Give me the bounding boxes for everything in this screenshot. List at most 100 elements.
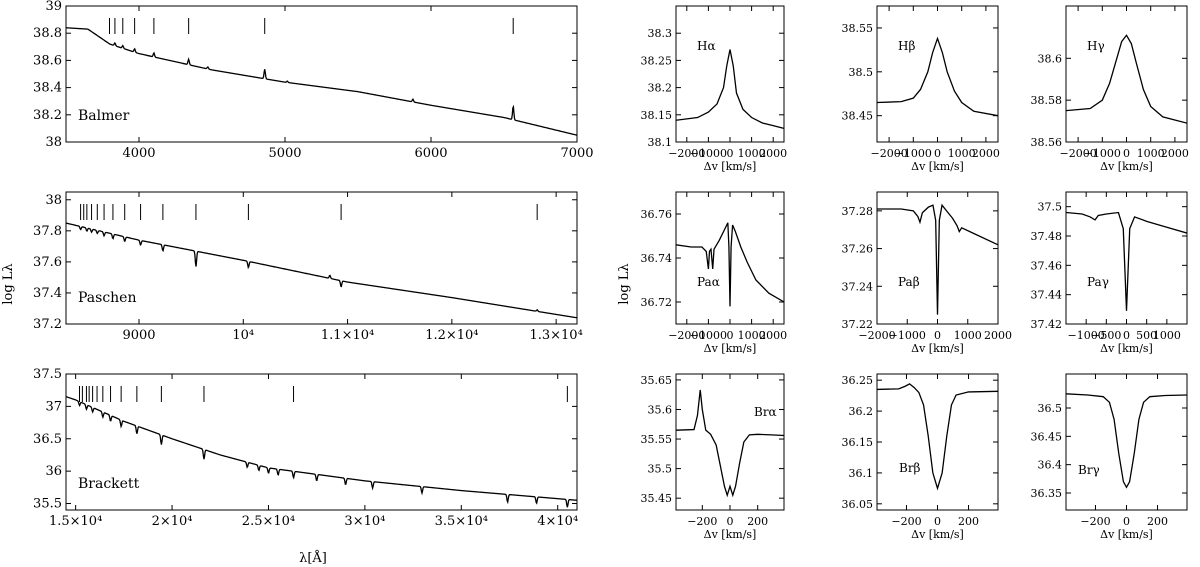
pbeta-x-axis-label: Δv [km/s] [911,342,964,355]
paschen-xtick-label: 10⁴ [232,328,254,343]
pgamma-ytick-label: 37.5 [1038,201,1063,214]
brackett-xtick-label: 2×10⁴ [152,514,193,529]
hgamma-xtick-label: 1000 [1137,147,1165,160]
balmer-ytick-label: 38 [45,135,62,150]
halpha-ytick-label: 38.15 [641,109,673,122]
brbeta-x-axis-label: Δv [km/s] [911,528,964,541]
paschen-xtick-label: 1.1×10⁴ [321,328,374,343]
bralpha-xtick-label: −200 [687,515,717,528]
balmer-xtick-label: 6000 [414,146,447,161]
pbeta-ytick-label: 37.22 [842,318,874,331]
hgamma-x-axis-label: Δv [km/s] [1100,160,1153,173]
hgamma-xtick-label: −1000 [1084,147,1121,160]
palpha-ytick-label: 36.72 [641,296,673,309]
pgamma-xtick-label: 0 [1123,329,1130,342]
bralpha-ytick-label: 35.6 [648,403,673,416]
pgamma-x-axis-label: Δv [km/s] [1100,342,1153,355]
balmer-xtick-label: 7000 [560,146,593,161]
balmer-ytick-label: 38.6 [33,53,62,68]
halpha-panel-label: Hα [697,39,716,53]
paschen-spectrum-line [66,222,577,319]
paschen-ytick-label: 38 [45,193,62,208]
panel-brbeta: −200 0 200 36.05 36.1 36.15 36.2 36.25 Brβ Δv [km… [842,373,999,541]
hbeta-xtick-label: 1000 [948,147,976,160]
brbeta-ytick-label: 36.25 [842,374,874,387]
pgamma-xtick-label: −1000 [1068,329,1105,342]
brbeta-ytick-label: 36.05 [842,498,874,511]
brackett-panel-label: Brackett [78,476,140,492]
hbeta-xtick-label: −1000 [895,147,932,160]
panel-brgamma: −200 0 200 36.35 36.4 36.45 36.5 Brγ Δv [km/s] [1031,373,1188,541]
brbeta-panel-label: Brβ [899,461,921,475]
halpha-ytick-label: 38.25 [641,54,673,67]
hbeta-xtick-label: 0 [934,147,941,160]
hgamma-ytick-label: 38.56 [1031,136,1063,149]
hbeta-ytick-label: 38.5 [849,66,874,79]
brbeta-xtick-label: −200 [891,515,921,528]
palpha-xtick-label: −1000 [690,329,727,342]
palpha-xtick-label: 1000 [738,329,766,342]
hgamma-panel-label: Hγ [1087,39,1105,53]
palpha-ytick-label: 36.76 [641,208,673,221]
pgamma-xtick-label: 500 [1136,329,1157,342]
left-y-axis-label: log Lλ [1,263,16,304]
paschen-panel-label: Paschen [78,290,136,306]
halpha-ytick-label: 38.3 [648,27,673,40]
paschen-xtick-label: 9000 [122,328,155,343]
pgamma-xtick-label: 1000 [1153,329,1181,342]
brackett-frame [65,373,578,511]
brackett-ytick-label: 37 [45,399,62,414]
pbeta-xtick-label: 2000 [984,329,1012,342]
hbeta-panel-label: Hβ [898,39,915,53]
palpha-ytick-label: 36.74 [641,252,673,265]
balmer-xtick-label: 4000 [122,146,155,161]
brackett-xtick-label: 1.5×10⁴ [49,514,102,529]
hbeta-spectrum-line [877,36,998,117]
bralpha-ytick-label: 35.45 [641,492,673,505]
balmer-ytick-label: 38.4 [33,81,62,96]
hbeta-xtick-label: −2000 [870,147,907,160]
pbeta-ytick-label: 37.26 [842,243,874,256]
pgamma-xtick-label: −500 [1091,329,1121,342]
halpha-xtick-label: −1000 [690,147,727,160]
palpha-xtick-label: 0 [727,329,734,342]
brackett-ytick-label: 36.5 [33,432,62,447]
hgamma-xtick-label: −2000 [1059,147,1096,160]
brbeta-xtick-label: 200 [958,515,979,528]
pgamma-ytick-label: 37.42 [1031,318,1063,331]
pbeta-xtick-label: 0 [934,329,941,342]
hbeta-xtick-label: 2000 [972,147,1000,160]
brackett-ytick-label: 36 [45,464,62,479]
halpha-xtick-label: 1000 [738,147,766,160]
brackett-xtick-label: 2.5×10⁴ [242,514,295,529]
pbeta-xtick-label: 1000 [954,329,982,342]
brackett-spectrum-line [66,396,577,508]
paschen-xtick-label: 1.3×10⁴ [529,328,582,343]
pgamma-ytick-label: 37.44 [1031,289,1063,302]
pbeta-spectrum-line [877,203,998,315]
pgamma-spectrum-line [1066,211,1187,311]
paschen-ytick-label: 37.6 [33,255,62,270]
pbeta-panel-label: Paβ [898,275,920,289]
bralpha-ytick-label: 35.5 [648,463,673,476]
bralpha-panel-label: Brα [754,405,777,419]
palpha-x-axis-label: Δv [km/s] [704,342,757,355]
halpha-xtick-label: −2000 [668,147,705,160]
brackett-ytick-label: 35.5 [33,497,62,512]
halpha-frame [675,5,785,143]
hgamma-spectrum-line [1066,34,1187,124]
balmer-frame [65,5,578,143]
balmer-panel-label: Balmer [78,108,130,124]
hbeta-x-axis-label: Δv [km/s] [911,160,964,173]
balmer-spectrum-line [66,27,577,136]
brgamma-panel-label: Brγ [1078,463,1100,477]
halpha-xtick-label: 0 [727,147,734,160]
brackett-xtick-label: 3.5×10⁴ [435,514,488,529]
brgamma-ytick-label: 36.45 [1031,430,1063,443]
pbeta-ytick-label: 37.24 [842,280,874,293]
balmer-ytick-label: 38.2 [33,108,62,123]
panel-paschen: 9000 10⁴ 1.1×10⁴ 1.2×10⁴ 1.3×10⁴ 37.2 37.4 37.6… [33,191,583,343]
